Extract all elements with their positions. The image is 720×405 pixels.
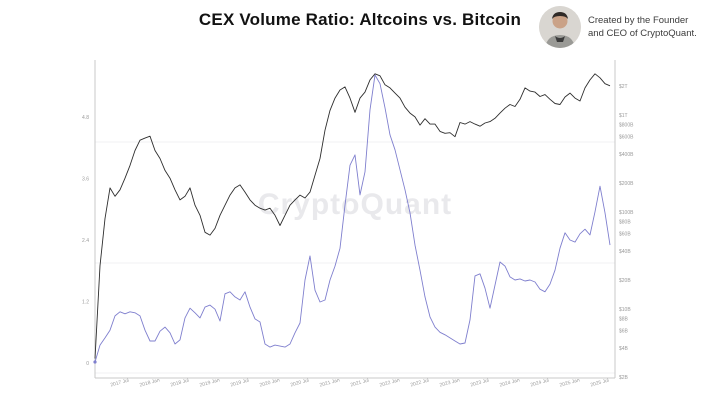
x-axis-tick-label: 2020 Jul: [290, 378, 310, 389]
right-axis-tick-label: $200B: [619, 181, 634, 187]
x-axis-tick-label: 2022 Jan: [379, 377, 401, 388]
attribution-line-1: Created by the Founder: [588, 14, 689, 26]
x-axis-tick-label: 2018 Jul: [170, 378, 190, 389]
right-axis-tick-label: $400B: [619, 152, 634, 158]
right-axis-tick-label: $4B: [619, 346, 629, 352]
x-axis-tick-label: 2022 Jul: [410, 378, 430, 389]
left-axis-tick-label: 1.2: [82, 300, 89, 306]
x-axis-tick-label: 2021 Jan: [319, 377, 341, 388]
left-axis-tick-label: 4.8: [82, 115, 89, 121]
right-axis-tick-label: $8B: [619, 317, 629, 323]
attribution-block: Created by the Founder and CEO of Crypto…: [539, 6, 697, 48]
attribution-line-2: and CEO of CryptoQuant.: [588, 28, 697, 39]
right-axis-tick-label: $2T: [619, 84, 628, 90]
right-axis-tick-label: $600B: [619, 135, 634, 141]
x-axis-tick-label: 2019 Jan: [199, 377, 221, 388]
right-axis-tick-label: $6B: [619, 329, 629, 335]
left-axis-tick-label: 3.6: [82, 177, 89, 183]
left-axis-labels: 4.8 3.6 2.4 1.2 0: [82, 115, 89, 367]
x-axis-tick-label: 2019 Jul: [230, 378, 250, 389]
x-axis-tick-label: 2018 Jan: [139, 377, 161, 388]
series-altcoin-vs-bitcoin-volume-ratio: [94, 74, 611, 363]
left-axis-tick-label: 0: [86, 361, 89, 367]
right-axis-tick-label: $60B: [619, 232, 631, 238]
right-axis-tick-label: $40B: [619, 249, 631, 255]
gridlines-group: [95, 141, 615, 374]
page-title: CEX Volume Ratio: Altcoins vs. Bitcoin: [198, 10, 522, 29]
right-axis-tick-label: $1T: [619, 113, 628, 119]
x-axis-tick-label: 2024 Jan: [499, 377, 521, 388]
person-avatar-icon: [539, 6, 581, 48]
avatar: [539, 6, 581, 48]
series-start-marker: [93, 360, 97, 364]
x-axis-tick-label: 2023 Jan: [439, 377, 461, 388]
x-axis-tick-label: 2024 Jul: [530, 378, 550, 389]
x-axis-tick-label: 2020 Jan: [259, 377, 281, 388]
right-axis-tick-label: $100B: [619, 210, 634, 216]
x-axis-labels: 2017 Jul 2018 Jan 2018 Jul 2019 Jan 2019 Jul…: [110, 377, 610, 388]
right-axis-tick-label: $20B: [619, 278, 631, 284]
series-group: [93, 73, 611, 364]
right-axis-tick-label: $2B: [619, 375, 629, 381]
x-axis-tick-label: 2017 Jul: [110, 378, 130, 389]
right-axis-tick-label: $10B: [619, 307, 631, 313]
x-axis-tick-label: 2021 Jul: [350, 378, 370, 389]
right-axis-tick-label: $800B: [619, 123, 634, 129]
x-axis-tick-label: 2025 Jul: [590, 378, 610, 389]
left-axis-tick-label: 2.4: [82, 238, 89, 244]
x-axis-tick-label: 2025 Jan: [559, 377, 581, 388]
attribution-text: Created by the Founder and CEO of Crypto…: [588, 14, 697, 41]
right-axis-tick-label: $80B: [619, 220, 631, 226]
series-dark-line-usd-log-axis: [94, 73, 611, 359]
right-axis-labels: $2T $1T $800B $600B $400B $200B $100B $80B $60B $…: [619, 84, 634, 381]
x-axis-tick-label: 2023 Jul: [470, 378, 490, 389]
